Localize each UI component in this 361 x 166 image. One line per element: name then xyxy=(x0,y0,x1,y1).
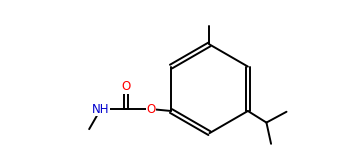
Text: O: O xyxy=(146,103,156,116)
Text: O: O xyxy=(121,80,130,93)
Text: NH: NH xyxy=(92,103,109,116)
